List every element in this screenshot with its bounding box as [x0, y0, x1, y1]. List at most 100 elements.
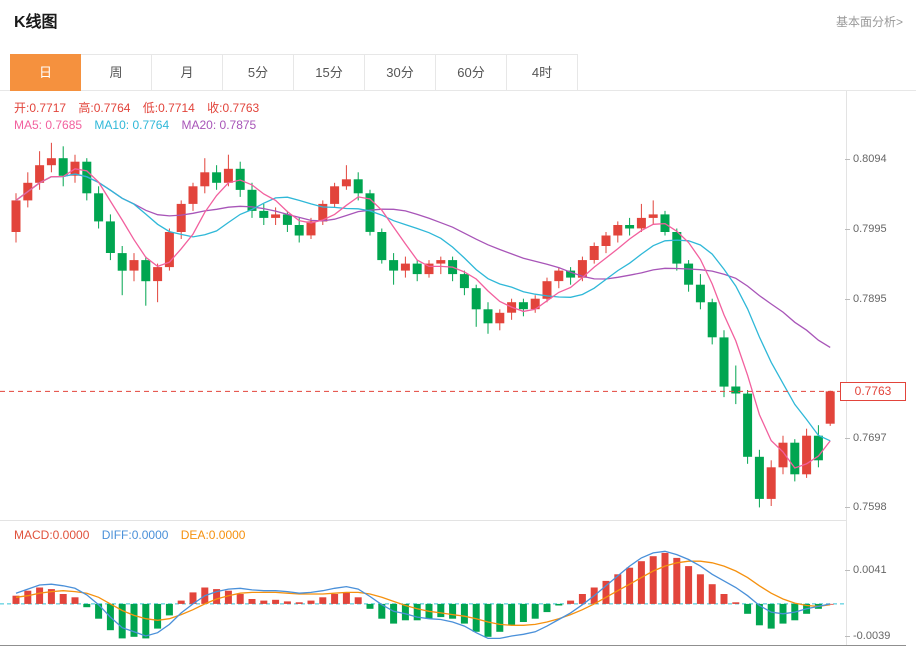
tab-day[interactable]: 日 — [10, 54, 81, 91]
candle-body — [719, 337, 729, 387]
candle-body — [176, 203, 186, 232]
macd-chart-canvas[interactable] — [0, 548, 846, 645]
macd-bar — [555, 603, 563, 606]
macd-bar — [496, 603, 504, 632]
macd-bar — [449, 603, 457, 619]
candle-body — [58, 158, 68, 176]
candle-body — [589, 246, 599, 260]
macd-legend: MACD:0.0000 DIFF:0.0000 DEA:0.0000 — [14, 528, 254, 542]
close-label: 收: — [207, 101, 223, 115]
bottom-divider — [0, 645, 906, 646]
price-axis-label: 0.8094 — [845, 150, 887, 167]
timeframe-tabs: 日周月 5分 15分 30分 60分 4时 — [10, 54, 578, 91]
candle-body — [247, 189, 257, 211]
macd-bar — [413, 603, 421, 621]
tab-4hour[interactable]: 4时 — [507, 54, 578, 91]
candle-body — [778, 442, 788, 468]
macd-histogram — [12, 552, 834, 639]
candle-body — [294, 225, 304, 236]
axis-divider — [846, 91, 847, 645]
candle-body — [802, 435, 812, 475]
macd-bar — [578, 594, 586, 604]
ma-legend: MA5: 0.7685 MA10: 0.7764 MA20: 0.7875 — [14, 118, 265, 132]
macd-bar — [708, 584, 716, 604]
candle-body — [318, 203, 328, 222]
macd-item: MACD:0.0000 — [14, 528, 89, 542]
candle-body — [790, 442, 800, 475]
macd-axis-label: 0.0041 — [845, 562, 887, 579]
macd-bar — [165, 603, 173, 616]
macd-axis-label: -0.0039 — [844, 628, 891, 644]
dea-value: 0.0000 — [208, 528, 246, 542]
candle-body — [672, 232, 682, 264]
candlestick-chart-canvas[interactable] — [0, 95, 846, 520]
tab-60min[interactable]: 60分 — [436, 54, 507, 91]
panel-divider — [0, 520, 846, 521]
diff-line — [15, 550, 831, 640]
price-axis-label: 0.7995 — [845, 220, 887, 237]
macd-bar — [47, 589, 55, 604]
macd-bar — [36, 587, 44, 604]
candle-body — [542, 281, 552, 299]
candle-body — [695, 284, 705, 303]
candle-body — [212, 172, 222, 183]
candle-body — [117, 253, 127, 271]
tab-15min[interactable]: 15分 — [294, 54, 365, 91]
candle-body — [483, 309, 493, 324]
macd-bar — [401, 603, 409, 621]
price-axis-label: 0.7697 — [845, 429, 887, 446]
macd-bar — [519, 603, 527, 622]
candle-body — [825, 391, 835, 424]
diff-value: 0.0000 — [131, 528, 169, 542]
macd-bar — [437, 603, 445, 618]
current-price-tag: 0.7763 — [840, 381, 906, 401]
macd-bar — [331, 594, 339, 604]
dea-label: DEA: — [180, 528, 209, 542]
candle-body — [412, 263, 422, 275]
open-label: 开: — [14, 101, 30, 115]
macd-bar — [154, 603, 162, 629]
diff-item: DIFF:0.0000 — [102, 528, 169, 542]
fundamental-analysis-link[interactable]: 基本面分析> — [835, 15, 903, 29]
candle-body — [129, 260, 139, 271]
macd-bar — [272, 599, 280, 604]
tab-week[interactable]: 周 — [81, 54, 152, 91]
macd-bar — [614, 574, 622, 604]
ma5-label: MA5: — [14, 118, 43, 132]
macd-value: 0.0000 — [52, 528, 90, 542]
ma10-label: MA10: — [94, 118, 130, 132]
candle-body — [11, 200, 21, 232]
tab-30min[interactable]: 30分 — [365, 54, 436, 91]
candle-body — [530, 298, 540, 310]
candle-body — [377, 232, 387, 261]
macd-bar — [189, 592, 197, 604]
candle-body — [164, 232, 174, 268]
tab-5min[interactable]: 5分 — [223, 54, 294, 91]
candle-body — [153, 267, 163, 282]
macd-bar — [390, 603, 398, 624]
candle-body — [754, 456, 764, 499]
macd-bar — [531, 603, 539, 619]
macd-bar — [95, 603, 103, 619]
candle-body — [341, 179, 351, 187]
candle-body — [141, 260, 151, 282]
macd-bar — [484, 603, 492, 637]
candle-body — [459, 274, 469, 289]
macd-bar — [260, 600, 268, 604]
candle-body — [436, 260, 446, 264]
candle-body — [35, 165, 45, 183]
tab-month[interactable]: 月 — [152, 54, 223, 91]
macd-bar — [602, 580, 610, 604]
ma5-line — [15, 168, 831, 469]
candle-body — [105, 221, 115, 253]
macd-bar — [236, 594, 244, 604]
low-label: 低: — [142, 101, 159, 115]
candle-body — [223, 168, 233, 183]
candles — [11, 142, 835, 508]
macd-bar — [24, 590, 32, 604]
macd-bar — [378, 603, 386, 619]
macd-bar — [673, 557, 681, 604]
candle-body — [648, 214, 658, 218]
macd-bar — [213, 589, 221, 604]
candle-body — [271, 214, 281, 218]
